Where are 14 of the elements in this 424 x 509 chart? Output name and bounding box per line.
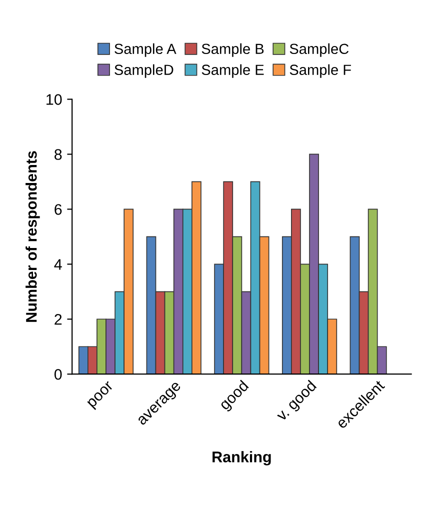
y-tick-label: 2 <box>54 314 62 325</box>
legend-label: SampleC <box>290 43 349 57</box>
y-tick-label: 10 <box>46 94 62 105</box>
y-tick-label: 4 <box>54 259 62 270</box>
y-tick-label: 6 <box>54 204 62 215</box>
y-tick-label: 8 <box>54 149 62 160</box>
x-axis-title: Ranking <box>212 451 271 466</box>
legend-label: Sample B <box>202 43 264 57</box>
legend-label: SampleD <box>114 64 174 78</box>
y-tick-label: 0 <box>54 368 62 380</box>
y-axis-title: Number of respondents <box>26 151 40 322</box>
legend-label: Sample E <box>202 64 264 78</box>
legend-label: Sample F <box>290 64 351 78</box>
legend-label: Sample A <box>114 43 176 57</box>
